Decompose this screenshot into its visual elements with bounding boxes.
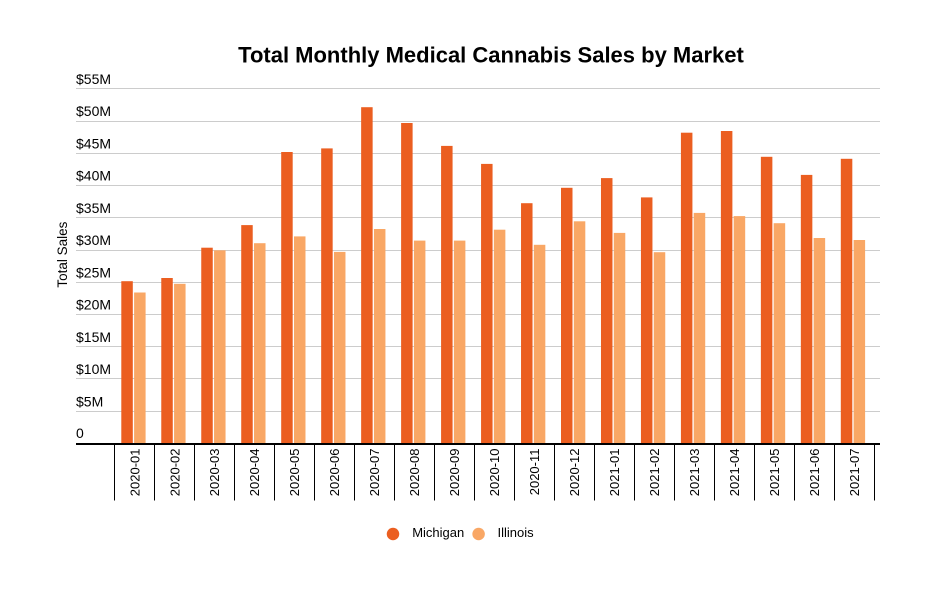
svg-text:2021-05: 2021-05 xyxy=(767,449,782,497)
svg-text:$5M: $5M xyxy=(76,393,103,409)
svg-text:2020-05: 2020-05 xyxy=(287,449,302,497)
svg-text:$25M: $25M xyxy=(76,264,111,280)
svg-text:2020-07: 2020-07 xyxy=(367,449,382,497)
svg-text:Total Monthly Medical Cannabis: Total Monthly Medical Cannabis Sales by … xyxy=(238,43,744,68)
svg-text:2021-07: 2021-07 xyxy=(847,449,862,497)
svg-text:$50M: $50M xyxy=(76,103,111,119)
svg-text:2021-04: 2021-04 xyxy=(727,449,742,497)
svg-text:2021-03: 2021-03 xyxy=(687,449,702,497)
svg-text:$20M: $20M xyxy=(76,297,111,313)
svg-text:2020-08: 2020-08 xyxy=(407,449,422,497)
svg-text:2020-01: 2020-01 xyxy=(127,449,142,497)
svg-text:$10M: $10M xyxy=(76,361,111,377)
svg-text:$40M: $40M xyxy=(76,168,111,184)
svg-text:2021-01: 2021-01 xyxy=(607,449,622,497)
svg-text:2020-09: 2020-09 xyxy=(447,449,462,497)
svg-text:2020-03: 2020-03 xyxy=(207,449,222,497)
svg-text:$55M: $55M xyxy=(76,71,111,87)
svg-text:$35M: $35M xyxy=(76,200,111,216)
svg-text:$15M: $15M xyxy=(76,329,111,345)
svg-text:2020-11: 2020-11 xyxy=(527,449,542,496)
svg-text:0: 0 xyxy=(76,425,84,441)
svg-text:2020-04: 2020-04 xyxy=(247,449,262,497)
svg-text:$30M: $30M xyxy=(76,232,111,248)
svg-text:Michigan: Michigan xyxy=(412,525,464,540)
svg-text:2020-10: 2020-10 xyxy=(487,449,502,497)
svg-text:2021-06: 2021-06 xyxy=(807,449,822,497)
svg-text:2021-02: 2021-02 xyxy=(647,449,662,497)
svg-text:Illinois: Illinois xyxy=(498,525,535,540)
svg-text:Total Sales: Total Sales xyxy=(55,221,70,287)
svg-text:$45M: $45M xyxy=(76,136,111,152)
svg-text:2020-02: 2020-02 xyxy=(167,449,182,497)
svg-text:2020-12: 2020-12 xyxy=(567,449,582,497)
svg-text:2020-06: 2020-06 xyxy=(327,449,342,497)
